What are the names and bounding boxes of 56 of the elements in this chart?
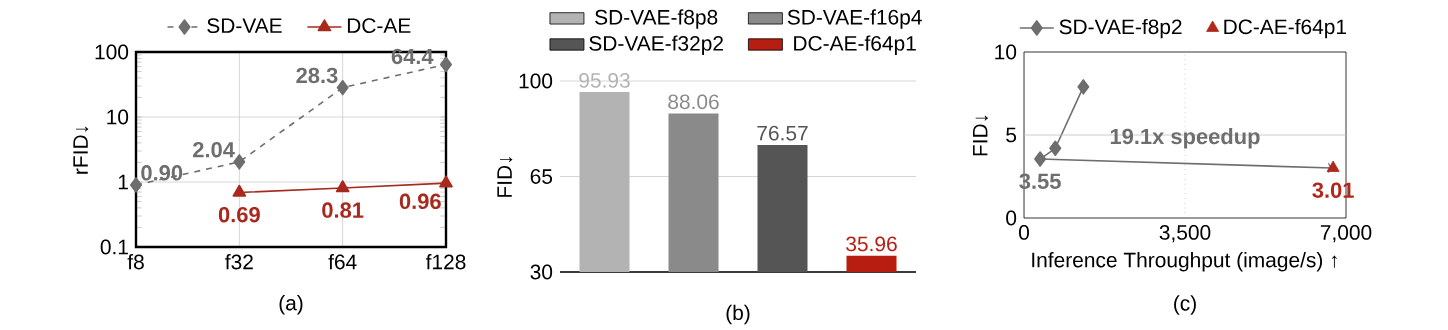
data-label: 0.81 (322, 202, 364, 218)
data-label: 35.96 (846, 236, 897, 252)
y-axis-title: FID↓ (973, 115, 989, 156)
x-axis-title: Inference Throughput (image/s) ↑ (1032, 252, 1337, 272)
legend-label: SD-VAE-f8p2 (1059, 18, 1182, 39)
data-label: 0.90 (141, 165, 183, 181)
point (232, 184, 247, 197)
point (1034, 151, 1047, 167)
x-tick-label: 7,000 (1320, 225, 1372, 243)
data-label: 3.01 (1312, 182, 1354, 198)
point (1049, 140, 1062, 157)
y-tick-label: 0 (1006, 210, 1017, 226)
point (439, 56, 453, 73)
data-label: 64.4 (391, 48, 434, 65)
text: (c) (1174, 295, 1196, 315)
annotation: 19.1x speedup (1110, 128, 1260, 149)
point (439, 175, 453, 188)
point (1077, 79, 1090, 95)
legend-label: SD-VAE-f32p2 (589, 35, 723, 55)
point (129, 177, 143, 193)
data-label: 95.93 (579, 72, 630, 88)
data-label: 0.69 (218, 206, 260, 223)
x-axis-title: (a) (279, 295, 303, 315)
x-tick-label: f128 (425, 254, 466, 270)
y-tick-label: 1 (118, 174, 128, 190)
point (335, 180, 350, 193)
data-label: 76.57 (757, 125, 808, 141)
legend-label: SD-VAE-f8p8 (595, 9, 718, 29)
legend-label: SD-VAE (207, 18, 282, 34)
x-tick-label: f64 (328, 254, 357, 270)
data-label: 2.04 (193, 141, 235, 158)
data-label: 0.96 (399, 193, 441, 210)
y-tick-label: 100 (519, 73, 553, 89)
data-label: 88.06 (668, 94, 719, 110)
x-tick-label: f32 (225, 254, 253, 270)
x-axis-title: (b) (726, 304, 750, 325)
y-tick-label: 65 (530, 169, 553, 184)
x-tick-label: f8 (127, 254, 144, 270)
y-tick-label: 5 (1006, 127, 1017, 143)
y-tick-label: 10 (107, 109, 129, 125)
y-tick-label: 10 (995, 44, 1017, 60)
point (1326, 160, 1340, 172)
x-tick-label: 0 (1019, 225, 1030, 240)
y-axis-title: FID↓ (497, 157, 513, 197)
y-tick-label: 100 (95, 44, 129, 60)
legend-label: DC-AE-f64p1 (1224, 18, 1346, 39)
legend-label: DC-AE-f64p1 (794, 35, 916, 55)
legend-label: DC-AE (347, 18, 411, 34)
point (336, 79, 349, 96)
data-label: 28.3 (296, 67, 338, 84)
y-tick-label: 30 (530, 264, 553, 280)
legend-label: SD-VAE-f16p4 (787, 9, 922, 29)
x-tick-label: 3,500 (1159, 225, 1211, 243)
point (233, 154, 246, 170)
y-axis-title: rFID↓ (73, 126, 89, 174)
y-tick-label: 0.1 (100, 239, 128, 255)
